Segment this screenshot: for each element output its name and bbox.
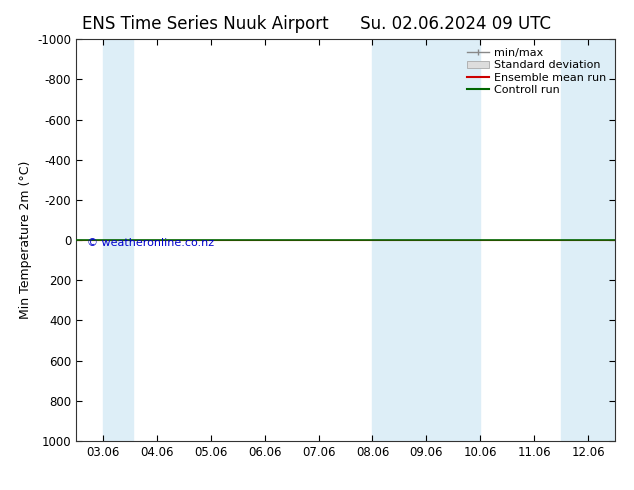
Bar [103,39,133,441]
Bar [373,39,481,441]
Text: © weatheronline.co.nz: © weatheronline.co.nz [87,238,214,248]
Y-axis label: Min Temperature 2m (°C): Min Temperature 2m (°C) [18,161,32,319]
Legend: min/max, Standard deviation, Ensemble mean run, Controll run: min/max, Standard deviation, Ensemble me… [464,45,609,98]
Bar [561,39,615,441]
Text: ENS Time Series Nuuk Airport      Su. 02.06.2024 09 UTC: ENS Time Series Nuuk Airport Su. 02.06.2… [82,15,552,33]
